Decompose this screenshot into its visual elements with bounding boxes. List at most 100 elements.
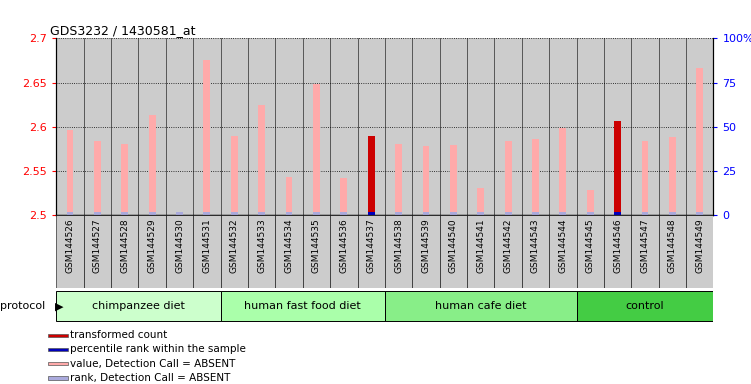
Bar [522, 215, 549, 288]
Bar [276, 215, 303, 288]
Bar [248, 215, 276, 288]
Bar [193, 38, 221, 215]
Text: ▶: ▶ [55, 301, 63, 311]
Bar [549, 38, 577, 215]
Bar [48, 348, 68, 351]
Text: human cafe diet: human cafe diet [435, 301, 526, 311]
Bar [83, 215, 111, 288]
Bar [467, 38, 494, 215]
Text: GSM144527: GSM144527 [93, 219, 102, 273]
Text: GSM144534: GSM144534 [285, 219, 294, 273]
Text: GSM144543: GSM144543 [531, 219, 540, 273]
Bar [48, 362, 68, 366]
Bar [285, 212, 292, 215]
Bar [587, 212, 593, 215]
Bar [67, 212, 74, 215]
Bar [423, 146, 430, 215]
Bar [395, 212, 402, 215]
Text: chimpanzee diet: chimpanzee diet [92, 301, 185, 311]
Bar [385, 291, 577, 321]
Text: GSM144541: GSM144541 [476, 219, 485, 273]
Bar [686, 215, 713, 288]
Bar [467, 215, 494, 288]
Bar [221, 215, 248, 288]
Bar [604, 38, 632, 215]
Bar [166, 38, 193, 215]
Bar [176, 212, 183, 215]
Bar [313, 212, 320, 215]
Bar [221, 291, 385, 321]
Bar [604, 215, 632, 288]
Text: GSM144542: GSM144542 [504, 219, 513, 273]
Bar [494, 38, 522, 215]
Text: rank, Detection Call = ABSENT: rank, Detection Call = ABSENT [70, 373, 230, 383]
Bar [669, 137, 676, 215]
Bar [385, 38, 412, 215]
Text: GSM144536: GSM144536 [339, 219, 348, 273]
Bar [686, 38, 713, 215]
Bar [478, 188, 484, 215]
Bar [276, 38, 303, 215]
Bar [122, 144, 128, 215]
Bar [67, 130, 74, 215]
Bar [231, 212, 238, 215]
Text: protocol: protocol [0, 301, 45, 311]
Text: GSM144547: GSM144547 [641, 219, 650, 273]
Text: GSM144544: GSM144544 [558, 219, 567, 273]
Bar [204, 212, 210, 215]
Text: human fast food diet: human fast food diet [244, 301, 361, 311]
Bar [696, 68, 703, 215]
Bar [149, 212, 155, 215]
Bar [385, 215, 412, 288]
Bar [368, 136, 375, 215]
Bar [248, 38, 276, 215]
Bar [56, 215, 83, 288]
Bar [549, 215, 577, 288]
Text: GSM144538: GSM144538 [394, 219, 403, 273]
Bar [166, 215, 193, 288]
Text: GSM144529: GSM144529 [148, 219, 157, 273]
Bar [659, 38, 686, 215]
Bar [111, 38, 138, 215]
Bar [577, 215, 604, 288]
Bar [450, 145, 457, 215]
Bar [532, 139, 539, 215]
Bar [450, 212, 457, 215]
Bar [303, 215, 330, 288]
Text: GSM144532: GSM144532 [230, 219, 239, 273]
Text: GSM144545: GSM144545 [586, 219, 595, 273]
Bar [94, 141, 101, 215]
Text: value, Detection Call = ABSENT: value, Detection Call = ABSENT [70, 359, 235, 369]
Bar [505, 212, 511, 215]
Bar [221, 38, 248, 215]
Bar [614, 212, 621, 215]
Bar [149, 115, 155, 215]
Bar [577, 38, 604, 215]
Text: GSM144546: GSM144546 [613, 219, 622, 273]
Bar [412, 215, 439, 288]
Bar [138, 38, 166, 215]
Bar [641, 212, 648, 215]
Bar [696, 212, 703, 215]
Bar [659, 215, 686, 288]
Text: GSM144549: GSM144549 [695, 219, 704, 273]
Bar [641, 141, 648, 215]
Bar [285, 177, 292, 215]
Bar [176, 212, 183, 215]
Bar [48, 376, 68, 380]
Bar [56, 291, 221, 321]
Bar [412, 38, 439, 215]
Text: GSM144540: GSM144540 [449, 219, 458, 273]
Text: control: control [626, 301, 665, 311]
Text: GSM144526: GSM144526 [65, 219, 74, 273]
Bar [111, 215, 138, 288]
Text: GSM144535: GSM144535 [312, 219, 321, 273]
Text: GSM144537: GSM144537 [366, 219, 376, 273]
Text: GSM144528: GSM144528 [120, 219, 129, 273]
Bar [494, 215, 522, 288]
Bar [505, 141, 511, 215]
Text: GSM144533: GSM144533 [257, 219, 266, 273]
Bar [522, 38, 549, 215]
Bar [330, 38, 357, 215]
Text: GSM144530: GSM144530 [175, 219, 184, 273]
